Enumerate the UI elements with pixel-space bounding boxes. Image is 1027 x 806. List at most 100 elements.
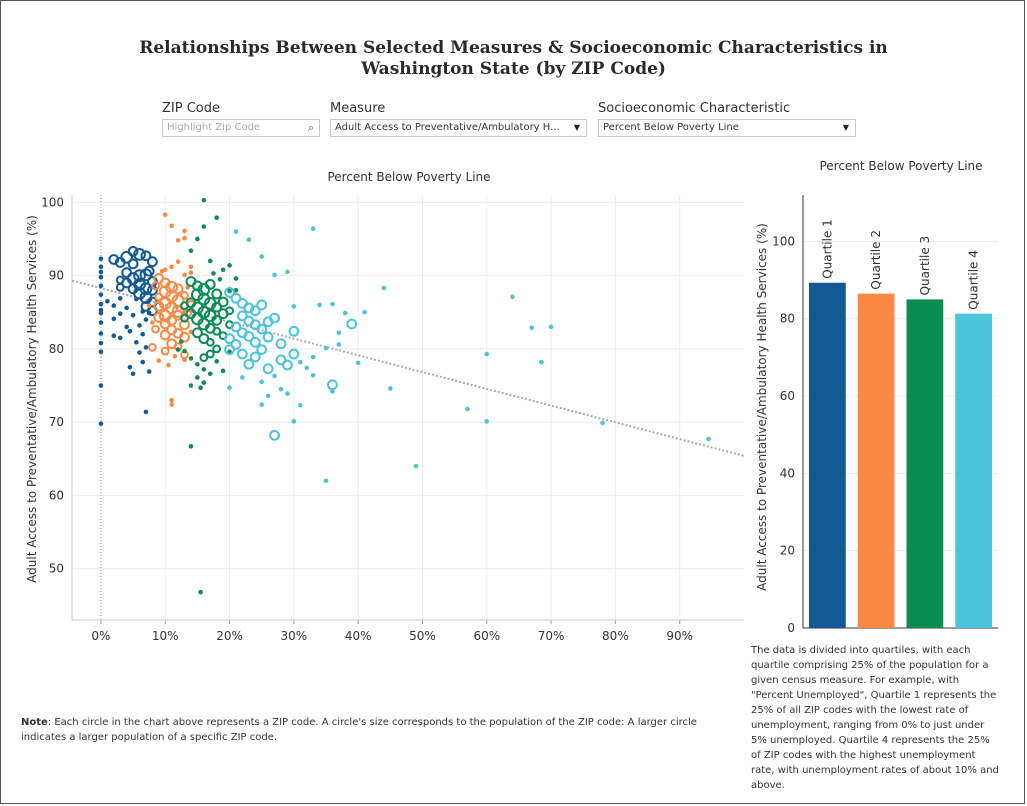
scatter-point-q2[interactable]	[151, 324, 160, 334]
scatter-point-q1[interactable]	[124, 305, 129, 311]
scatter-point-q1[interactable]	[146, 369, 152, 374]
chevron-down-icon[interactable]: ▼	[842, 123, 849, 132]
scatter-point-q3[interactable]	[220, 267, 226, 273]
scatter-point-q1[interactable]	[98, 264, 104, 270]
scatter-point-q3[interactable]	[201, 367, 207, 372]
scatter-point-q3[interactable]	[207, 371, 213, 377]
scatter-point-q1[interactable]	[143, 317, 149, 322]
scatter-point-q2[interactable]	[180, 290, 189, 300]
socioeconomic-dropdown[interactable]: Percent Below Poverty Line ▼	[598, 119, 856, 137]
scatter-point-q4[interactable]	[227, 385, 232, 391]
scatter-point-q4[interactable]	[288, 348, 300, 360]
scatter-point-q1[interactable]	[124, 324, 129, 330]
scatter-point-q3[interactable]	[217, 276, 223, 282]
scatter-point-q1[interactable]	[127, 258, 139, 270]
scatter-point-q1[interactable]	[98, 340, 104, 346]
scatter-point-q2[interactable]	[147, 343, 157, 352]
scatter-point-q2[interactable]	[188, 270, 194, 275]
scatter-point-q4[interactable]	[224, 333, 235, 345]
scatter-point-q4[interactable]	[288, 325, 300, 337]
scatter-point-q4[interactable]	[327, 379, 338, 391]
scatter-point-q1[interactable]	[140, 309, 146, 314]
scatter-point-q4[interactable]	[256, 323, 268, 335]
scatter-point-q3[interactable]	[211, 288, 223, 300]
scatter-point-q2[interactable]	[159, 268, 165, 274]
bar-marks[interactable]: Quartile 1 Quartile 2 Quartile 3 Quartile 4	[809, 219, 992, 628]
scatter-point-q1[interactable]	[143, 409, 149, 415]
scatter-point-q4[interactable]	[484, 419, 490, 424]
bar-quartile-4[interactable]	[955, 313, 992, 628]
scatter-point-q3[interactable]	[188, 248, 194, 253]
scatter-point-q3[interactable]	[201, 197, 207, 203]
scatter-point-q2[interactable]	[172, 283, 184, 295]
scatter-point-q2[interactable]	[166, 362, 171, 368]
scatter-point-q2[interactable]	[182, 228, 187, 234]
scatter-point-q4[interactable]	[243, 302, 255, 314]
scatter-point-q2[interactable]	[153, 300, 165, 312]
scatter-point-q2[interactable]	[151, 281, 160, 291]
scatter-point-q4[interactable]	[230, 339, 242, 350]
search-icon[interactable]: ⌕	[307, 121, 314, 134]
scatter-point-q4[interactable]	[330, 301, 335, 307]
scatter-point-q3[interactable]	[188, 356, 194, 361]
scatter-point-q2[interactable]	[162, 212, 168, 218]
scatter-point-q4[interactable]	[310, 226, 316, 232]
scatter-point-q2[interactable]	[169, 402, 174, 407]
scatter-point-q3[interactable]	[233, 276, 239, 281]
scatter-point-q1[interactable]	[143, 345, 149, 350]
scatter-point-q4[interactable]	[706, 436, 711, 442]
scatter-point-q4[interactable]	[262, 331, 274, 343]
scatter-point-q2[interactable]	[188, 264, 194, 270]
scatter-point-q2[interactable]	[150, 320, 155, 325]
scatter-point-q2[interactable]	[179, 331, 190, 343]
zip-code-search-input[interactable]: Highlight Zip Code ⌕	[162, 119, 320, 137]
scatter-points[interactable]	[98, 197, 711, 595]
scatter-point-q3[interactable]	[182, 348, 187, 354]
scatter-point-q2[interactable]	[182, 272, 187, 278]
scatter-point-q1[interactable]	[120, 250, 134, 264]
scatter-point-q4[interactable]	[243, 358, 255, 370]
scatter-point-q4[interactable]	[484, 351, 490, 357]
scatter-point-q4[interactable]	[297, 403, 303, 408]
scatter-point-q1[interactable]	[115, 282, 125, 292]
scatter-point-q4[interactable]	[278, 386, 284, 392]
scatter-point-q4[interactable]	[230, 321, 242, 333]
scatter-point-q4[interactable]	[381, 285, 387, 291]
scatter-point-q1[interactable]	[117, 311, 123, 317]
scatter-point-q4[interactable]	[237, 310, 248, 322]
scatter-point-q4[interactable]	[275, 338, 287, 350]
scatter-point-q4[interactable]	[600, 420, 605, 426]
scatter-point-q4[interactable]	[275, 354, 287, 366]
scatter-point-q4[interactable]	[323, 478, 329, 484]
scatter-point-q4[interactable]	[323, 345, 329, 351]
scatter-point-q4[interactable]	[269, 312, 280, 324]
scatter-point-q1[interactable]	[98, 320, 104, 325]
scatter-point-q3[interactable]	[204, 278, 216, 290]
scatter-point-q1[interactable]	[98, 274, 104, 280]
scatter-point-q3[interactable]	[217, 296, 229, 308]
scatter-point-q4[interactable]	[269, 429, 280, 441]
scatter-point-q2[interactable]	[159, 318, 171, 330]
scatter-point-q1[interactable]	[98, 269, 104, 275]
scatter-point-q2[interactable]	[159, 329, 171, 341]
scatter-point-q3[interactable]	[220, 368, 226, 374]
scatter-point-q2[interactable]	[179, 319, 190, 331]
scatter-point-q1[interactable]	[127, 246, 139, 257]
scatter-point-q1[interactable]	[111, 303, 117, 308]
scatter-point-q3[interactable]	[211, 301, 223, 313]
scatter-point-q3[interactable]	[195, 361, 200, 367]
scatter-point-q4[interactable]	[233, 229, 239, 234]
scatter-point-q3[interactable]	[198, 589, 203, 595]
scatter-point-q4[interactable]	[413, 463, 419, 469]
scatter-point-q1[interactable]	[98, 383, 104, 388]
scatter-point-q3[interactable]	[191, 280, 203, 292]
scatter-point-q3[interactable]	[214, 359, 219, 364]
scatter-point-q4[interactable]	[310, 372, 316, 378]
scatter-point-q1[interactable]	[140, 250, 152, 262]
scatter-point-q3[interactable]	[225, 306, 234, 316]
scatter-point-q2[interactable]	[172, 353, 178, 359]
scatter-point-q4[interactable]	[240, 375, 245, 380]
bar-quartile-3[interactable]	[906, 299, 944, 628]
scatter-point-q1[interactable]	[98, 292, 104, 297]
scatter-point-q3[interactable]	[212, 344, 222, 354]
